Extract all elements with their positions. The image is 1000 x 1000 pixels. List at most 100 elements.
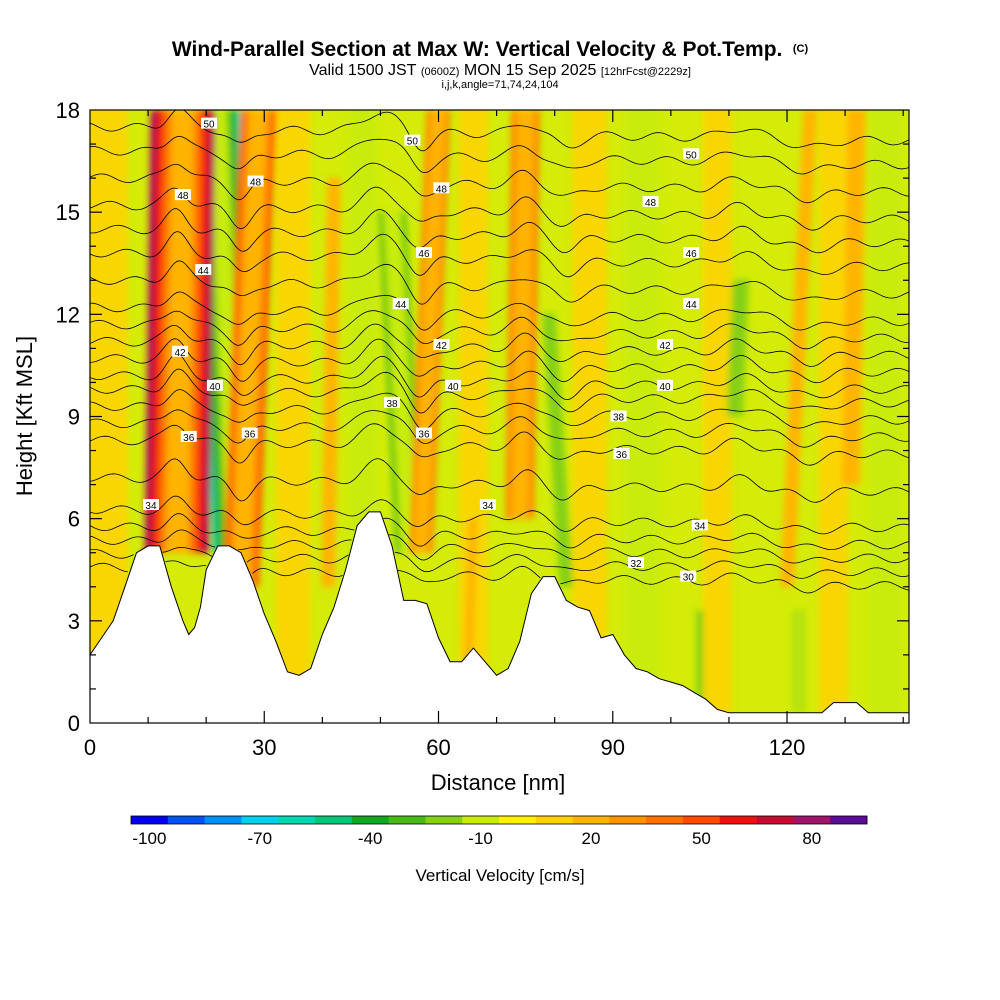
contour-label-text: 48 <box>436 184 448 195</box>
contour-label-16: 40 <box>445 379 462 393</box>
contour-label-text: 34 <box>145 501 157 512</box>
contour-label-text: 36 <box>244 430 256 441</box>
colorbar-swatch-2 <box>204 816 242 824</box>
contour-label-25: 34 <box>479 499 496 512</box>
colorbar-swatch-11 <box>535 816 573 824</box>
theta-contour-50 <box>90 135 909 175</box>
colorbar-tick-label: -40 <box>358 829 383 848</box>
updraft-band-3 <box>506 110 540 519</box>
contour-label-text: 34 <box>482 501 494 512</box>
contour-label-bg <box>691 519 708 531</box>
y-tick-label: 3 <box>68 609 80 634</box>
contour-label-19: 38 <box>610 410 627 424</box>
contour-label-text: 38 <box>613 413 625 424</box>
contour-label-6: 48 <box>174 189 191 202</box>
theta-contour-46 <box>90 231 909 278</box>
contour-label-bg <box>142 499 159 511</box>
theta-contour-31 <box>90 546 909 579</box>
contour-label-bg <box>206 379 223 391</box>
contour-label-bg <box>180 430 197 442</box>
contour-label-bg <box>174 189 191 201</box>
colorbar: -100 -70 -40 -10 20 50 80 <box>130 815 868 848</box>
colorbar-swatch-17 <box>756 816 794 824</box>
contour-label-bg <box>479 499 496 511</box>
contour-label-text: 42 <box>436 341 448 352</box>
contour-label-17: 40 <box>657 379 674 393</box>
theta-contour-30 <box>90 560 909 594</box>
theta-contour-47 <box>90 208 909 254</box>
contour-label-bg <box>657 338 674 350</box>
contour-label-12: 42 <box>172 345 189 359</box>
contour-label-text: 46 <box>686 249 698 260</box>
background-patch-5 <box>624 110 660 723</box>
colorbar-swatch-7 <box>388 816 426 824</box>
contour-label-7: 46 <box>415 247 432 260</box>
downdraft-band-6-level--15 <box>795 610 802 713</box>
colorbar-tick-label: 50 <box>692 829 711 848</box>
theta-contour-51 <box>90 110 909 152</box>
theta-contour-48 <box>90 186 909 231</box>
downdraft-band-4 <box>726 280 749 417</box>
y-tick-label: 0 <box>68 711 80 736</box>
contour-label-bg <box>404 134 421 146</box>
theta-contour-42 <box>90 323 909 367</box>
contour-label-bg <box>610 410 627 422</box>
contour-label-text: 40 <box>447 382 459 393</box>
x-tick-label: 30 <box>252 735 276 760</box>
theta-contour-39 <box>90 368 909 414</box>
theta-contour-33 <box>90 513 909 551</box>
contour-label-23: 36 <box>613 447 630 461</box>
colorbar-swatch-18 <box>793 816 831 824</box>
contour-label-bg <box>172 345 189 357</box>
colorbar-tick-label: -10 <box>468 829 493 848</box>
contour-label-bg <box>683 298 700 310</box>
theta-contour-43 <box>90 310 909 350</box>
theta-contour-32 <box>90 529 909 564</box>
y-tick-label: 6 <box>68 507 80 532</box>
contour-label-10: 44 <box>392 298 409 311</box>
contour-label-11: 44 <box>683 298 700 311</box>
contour-label-20: 36 <box>180 430 197 444</box>
colorbar-swatch-1 <box>167 816 205 824</box>
theta-contour-labels: 50 50 50 48 48 48 48 46 46 44 44 44 42 42 42 40 40 40 38 38… <box>142 117 708 584</box>
colorbar-swatch-10 <box>499 816 537 824</box>
contour-label-bg <box>628 556 644 568</box>
contour-label-text: 40 <box>659 382 671 393</box>
x-tick-label: 90 <box>601 735 625 760</box>
theta-contour-49 <box>90 162 909 204</box>
contour-label-text: 36 <box>183 433 195 444</box>
theta-contours <box>90 110 909 594</box>
colorbar-swatch-16 <box>719 816 757 824</box>
chart-subtitle: Valid 1500 JST (0600Z) MON 15 Sep 2025 [… <box>309 62 691 79</box>
terrain <box>90 511 909 723</box>
theta-contour-41 <box>90 338 909 384</box>
theta-contour-40 <box>90 353 909 401</box>
contour-label-4: 48 <box>433 182 450 195</box>
contour-label-bg <box>680 570 697 582</box>
contour-label-text: 46 <box>418 249 430 260</box>
x-axis-ticks: 0 30 60 90 120 <box>84 110 904 760</box>
updraft-band-0 <box>144 110 216 553</box>
contour-label-text: 42 <box>659 341 671 352</box>
colorbar-swatch-5 <box>315 816 353 824</box>
contour-label-bg <box>433 338 450 350</box>
chart-subtitle-indices: i,j,k,angle=71,74,24,104 <box>441 79 558 91</box>
x-tick-label: 0 <box>84 735 96 760</box>
downdraft-band-3 <box>542 314 574 587</box>
contour-label-text: 34 <box>694 521 706 532</box>
updraft-band-1-level-15 <box>232 110 267 587</box>
contour-label-text: 48 <box>645 198 657 209</box>
contour-label-bg <box>241 427 258 439</box>
contour-label-text: 36 <box>418 430 430 441</box>
contour-label-text: 44 <box>198 266 210 277</box>
contour-label-bg <box>201 117 218 129</box>
contour-label-text: 40 <box>209 382 221 393</box>
updraft-band-7 <box>463 518 478 689</box>
theta-contour-37 <box>90 409 909 448</box>
updraft-band-4-level-15 <box>321 178 341 587</box>
downdraft-band-5 <box>696 610 704 713</box>
contour-label-text: 50 <box>204 120 216 131</box>
colorbar-swatch-4 <box>278 816 316 824</box>
contour-label-text: 44 <box>395 300 407 311</box>
